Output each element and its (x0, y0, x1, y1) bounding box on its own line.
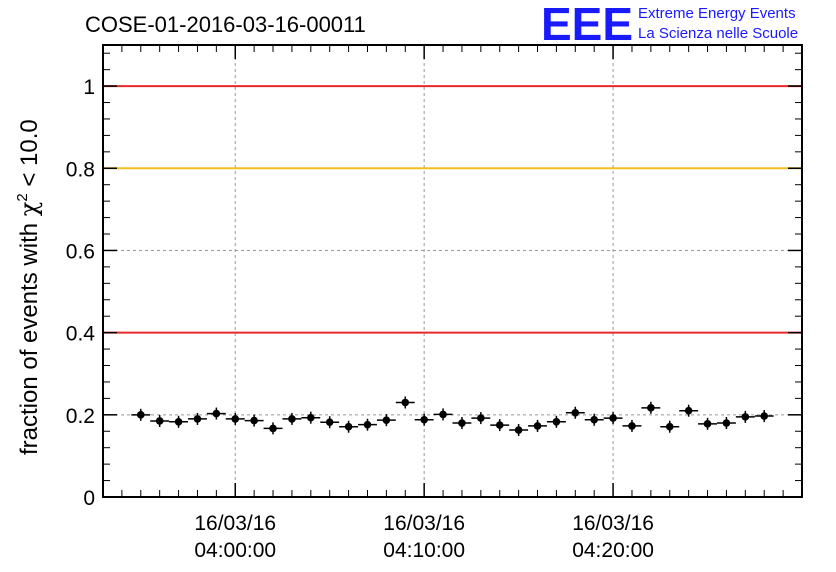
data-point (735, 410, 755, 423)
y-tick-labels: 0 0.2 0.4 0.6 0.8 1 (66, 76, 96, 510)
data-point (754, 410, 774, 423)
x-tick-label-time: 04:00:00 (194, 539, 276, 562)
data-point (565, 406, 585, 419)
point-marker (174, 418, 183, 426)
data-point (282, 412, 302, 425)
point-marker (420, 415, 428, 424)
data-point (339, 420, 359, 433)
data-point (131, 408, 151, 421)
point-marker (571, 408, 580, 417)
point-marker (288, 415, 296, 423)
threshold-lines (103, 85, 802, 334)
point-marker (590, 415, 598, 424)
data-point (603, 412, 623, 425)
point-marker (269, 424, 277, 433)
point-marker (401, 398, 410, 407)
data-point (244, 414, 264, 427)
data-point (301, 411, 321, 424)
point-marker (325, 418, 334, 427)
y-axis-label-post: < 10.0 (16, 119, 43, 193)
point-marker (552, 418, 561, 426)
axis-ticks (102, 45, 802, 498)
y-tick-label: 0 (83, 487, 95, 510)
data-point (169, 415, 189, 428)
data-point (698, 417, 717, 430)
data-point (452, 417, 472, 430)
point-marker (193, 415, 202, 423)
point-marker (514, 426, 523, 434)
point-marker (363, 420, 372, 429)
y-axis-label: fraction of events with χ2 < 10.0 (14, 119, 43, 455)
point-marker (344, 422, 353, 431)
eee-logo-mark: EEE (541, 0, 633, 50)
data-point (584, 413, 604, 426)
point-marker (647, 404, 655, 412)
point-marker (382, 416, 391, 424)
x-tick-label-date: 16/03/16 (572, 512, 654, 535)
y-axis-label-superscript: 2 (14, 193, 31, 201)
point-marker (684, 406, 693, 415)
point-marker (439, 410, 447, 419)
data-point (263, 422, 283, 435)
y-axis-label-symbol: χ (15, 201, 43, 216)
data-point (150, 414, 170, 427)
x-tick-label-time: 04:20:00 (572, 539, 654, 562)
data-point (490, 419, 510, 432)
point-marker (741, 413, 750, 421)
point-marker (250, 416, 258, 425)
point-marker (495, 421, 504, 429)
y-tick-label: 1 (83, 76, 95, 99)
data-point (471, 412, 491, 425)
point-marker (703, 420, 712, 428)
data-point (433, 408, 453, 421)
point-marker (231, 415, 240, 423)
data-point (528, 419, 547, 432)
eee-logo: EEE Extreme Energy Events La Scienza nel… (541, 0, 798, 50)
data-point (660, 420, 680, 433)
data-point (641, 401, 661, 414)
x-tick-labels: 16/03/16 04:00:00 16/03/16 04:10:00 16/03/16… (194, 512, 654, 562)
data-point (546, 415, 566, 428)
x-tick-label-date: 16/03/16 (383, 512, 465, 535)
data-point (414, 413, 434, 426)
logo-line-1: Extreme Energy Events (638, 5, 796, 22)
plot-frame (102, 44, 803, 498)
y-tick-label: 0.8 (66, 158, 95, 181)
logo-line-2: La Scienza nelle Scuole (638, 25, 798, 42)
point-marker (665, 422, 674, 431)
y-tick-label: 0.2 (66, 405, 95, 428)
y-tick-label: 0.6 (66, 240, 95, 263)
data-point (376, 414, 396, 427)
data-point (716, 417, 736, 430)
grid-lines (103, 45, 802, 497)
data-point (395, 396, 415, 409)
point-marker (136, 411, 145, 419)
point-marker (609, 414, 617, 422)
data-point (225, 412, 245, 425)
data-point (679, 404, 699, 417)
chart-title: COSE-01-2016-03-16-00011 (85, 12, 366, 37)
point-marker (477, 414, 485, 422)
point-marker (628, 422, 636, 430)
x-tick-label-date: 16/03/16 (194, 512, 276, 535)
point-marker (458, 419, 466, 427)
data-point (206, 407, 226, 420)
point-marker (307, 413, 315, 422)
point-marker (533, 422, 542, 430)
y-tick-label: 0.4 (66, 323, 96, 346)
data-point (188, 412, 207, 425)
point-marker (155, 417, 164, 425)
point-marker (212, 409, 221, 418)
point-marker (722, 419, 731, 427)
data-points (131, 396, 774, 437)
x-tick-label-time: 04:10:00 (383, 539, 465, 562)
point-marker (760, 412, 769, 420)
data-point (509, 424, 529, 437)
data-point (320, 416, 340, 429)
data-point (358, 418, 377, 431)
data-point (622, 419, 642, 432)
y-axis-label-pre: fraction of events with (16, 216, 43, 455)
